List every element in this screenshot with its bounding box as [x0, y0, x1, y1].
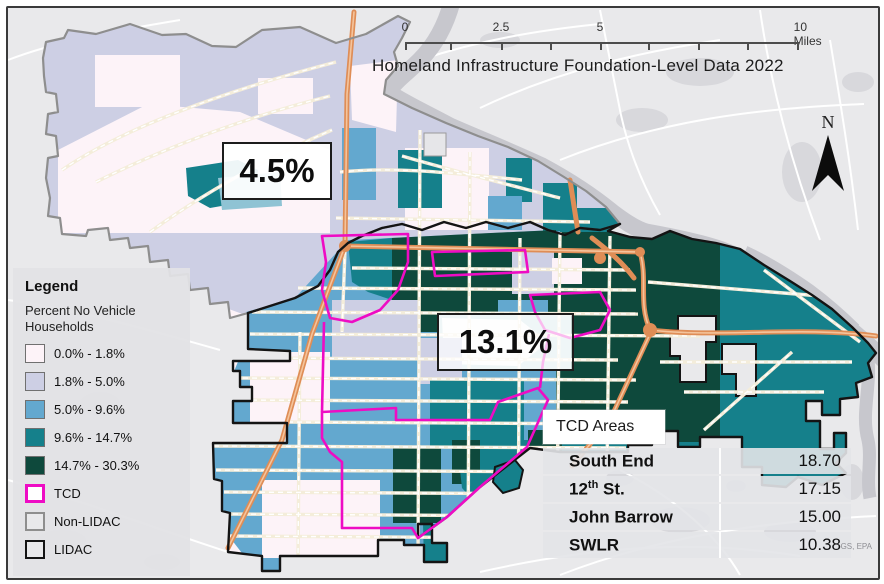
north-arrow-icon: [812, 135, 844, 191]
legend-item-tcd: TCD: [25, 483, 190, 504]
scale-label-25: 2.5: [492, 20, 510, 34]
legend-subtitle-2: Households: [25, 319, 94, 335]
legend-item-class2: 1.8% - 5.0%: [25, 371, 190, 392]
attribution-text: GS, EPA: [840, 542, 872, 551]
legend-item-class4: 9.6% - 14.7%: [25, 427, 190, 448]
legend-subtitle-1: Percent No Vehicle: [25, 303, 136, 318]
legend-item-non-lidac: Non-LIDAC: [25, 511, 190, 532]
table-row-south-end: South End 18.70: [543, 448, 851, 474]
legend-item-class1: 0.0% - 1.8%: [25, 343, 190, 364]
scale-bar: 0 2.5 5 10 Miles: [401, 20, 822, 52]
table-row-john-barrow: John Barrow 15.00: [543, 504, 851, 530]
legend-item-lidac: LIDAC: [25, 539, 190, 560]
north-arrow: N: [806, 112, 850, 198]
tcd-table-title: TCD Areas: [543, 410, 665, 444]
table-row-12th-st: 12th St. 17.15: [543, 476, 851, 502]
legend-swatch-class1: [25, 343, 45, 363]
scale-label-5: 5: [596, 20, 604, 34]
legend-swatch-tcd: [25, 483, 45, 503]
annotation-nw-percent: 4.5%: [222, 142, 332, 200]
legend-title: Legend: [25, 278, 79, 295]
legend-swatch-class3: [25, 399, 45, 419]
table-row-swlr: SWLR 10.38: [543, 532, 851, 558]
scale-label-0: 0: [401, 20, 409, 34]
map-title: Homeland Infrastructure Foundation-Level…: [372, 56, 784, 75]
legend-swatch-lidac: [25, 539, 45, 559]
tcd-areas-table: TCD Areas South End 18.70 12th St. 17.15…: [543, 410, 851, 560]
legend-swatch-class2: [25, 371, 45, 391]
north-label: N: [821, 112, 835, 132]
legend-swatch-class5: [25, 455, 45, 475]
legend-panel: Legend Percent No Vehicle Households 0.0…: [13, 268, 190, 576]
legend-swatch-class4: [25, 427, 45, 447]
legend-item-class3: 5.0% - 9.6%: [25, 399, 190, 420]
scale-label-10: 10 Miles: [793, 20, 822, 48]
legend-swatch-non-lidac: [25, 511, 45, 531]
legend-item-class5: 14.7% - 30.3%: [25, 455, 190, 476]
annotation-central-percent: 13.1%: [437, 313, 574, 371]
